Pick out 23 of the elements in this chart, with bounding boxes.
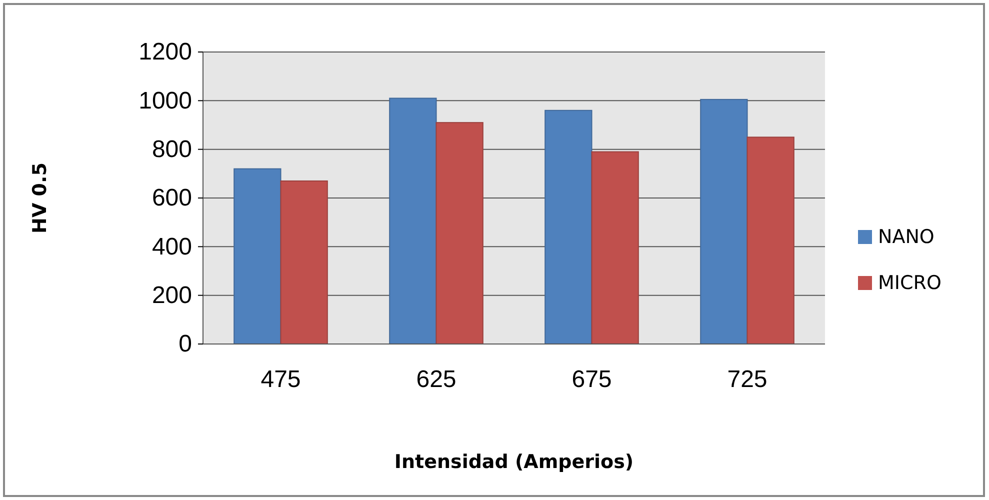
y-tick-label: 600 xyxy=(152,184,192,212)
y-tick-label: 200 xyxy=(152,282,192,310)
bar xyxy=(544,110,592,344)
bar xyxy=(234,168,282,344)
x-axis-title: Intensidad (Amperios) xyxy=(394,451,634,473)
x-tick-label: 675 xyxy=(572,366,612,394)
legend-label: MICRO xyxy=(878,272,942,294)
bar xyxy=(436,122,484,344)
bar xyxy=(746,136,794,344)
bar xyxy=(389,98,437,344)
legend-label: NANO xyxy=(878,226,934,248)
bar xyxy=(280,180,328,344)
x-tick-label: 625 xyxy=(416,366,456,394)
y-axis-title: HV 0.5 xyxy=(29,162,51,234)
y-tick-label: 800 xyxy=(152,136,192,164)
y-tick-label: 1000 xyxy=(138,87,192,114)
y-tick-label: 0 xyxy=(178,330,192,358)
x-tick-label: 475 xyxy=(260,366,301,394)
x-tick-label: 725 xyxy=(727,366,768,394)
y-tick-label: 1200 xyxy=(138,38,192,66)
y-tick-label: 400 xyxy=(152,233,192,260)
bar xyxy=(591,151,639,344)
bar xyxy=(700,98,748,344)
